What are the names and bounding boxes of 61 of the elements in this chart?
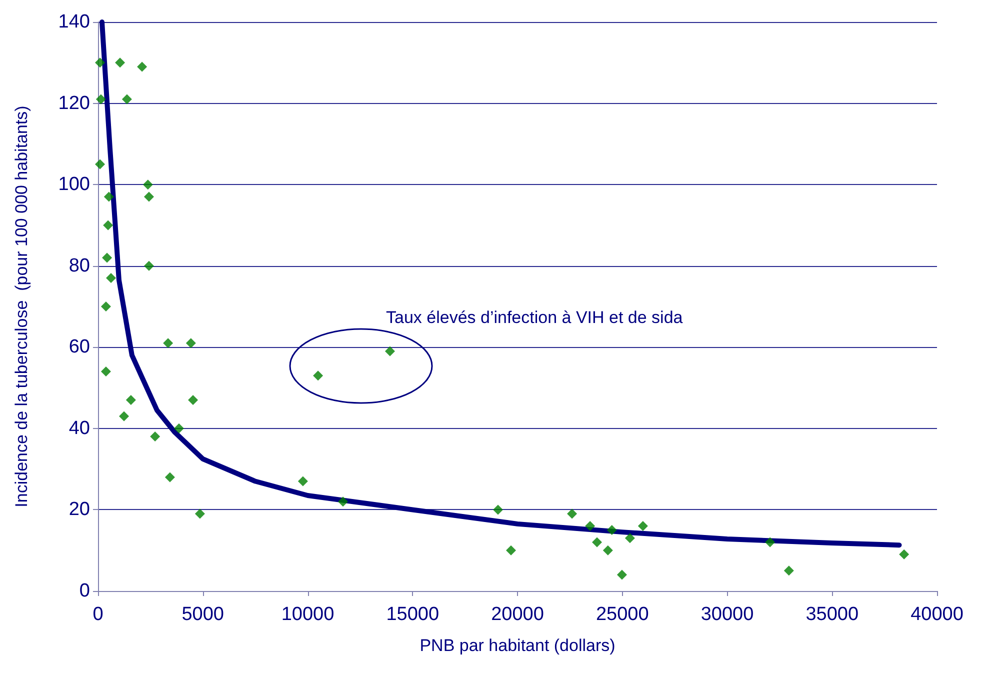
- point: [163, 338, 174, 348]
- point: [492, 504, 503, 515]
- point: [606, 525, 617, 536]
- point: [115, 58, 126, 68]
- x-tick-label: 0: [92, 604, 104, 625]
- point: [94, 159, 105, 170]
- y-axis-title: Incidence de la tuberculose (pour 100 000 habitants): [12, 106, 31, 508]
- y-tick-label: 40: [68, 418, 90, 439]
- point: [384, 346, 395, 356]
- point: [194, 508, 205, 519]
- y-tick-label: 120: [58, 92, 90, 114]
- point: [899, 549, 910, 560]
- x-tick-label: 30000: [700, 604, 754, 625]
- point: [585, 520, 596, 531]
- x-tick-label: 35000: [806, 604, 859, 625]
- y-tick-label: 100: [58, 174, 90, 196]
- point: [338, 496, 348, 507]
- point: [96, 94, 106, 104]
- point: [592, 537, 602, 548]
- y-tick-label: 60: [68, 336, 90, 358]
- point: [602, 545, 613, 556]
- point: [106, 273, 116, 284]
- x-tick-label: 25000: [596, 604, 649, 625]
- point: [100, 302, 111, 312]
- point: [313, 370, 324, 381]
- x-tick-label: 20000: [491, 604, 544, 625]
- point: [102, 252, 112, 263]
- point: [186, 338, 196, 348]
- point: [298, 476, 308, 486]
- point: [174, 423, 184, 434]
- x-tick-label: 40000: [910, 604, 964, 625]
- point: [567, 508, 578, 519]
- point: [100, 366, 111, 377]
- y-tick-label: 0: [79, 580, 90, 602]
- point: [144, 260, 154, 271]
- point: [164, 472, 175, 482]
- point: [150, 432, 160, 442]
- point: [142, 180, 153, 190]
- point: [122, 94, 132, 104]
- point: [137, 62, 148, 72]
- point: [638, 520, 648, 531]
- x-tick-label: 15000: [386, 604, 440, 625]
- y-tick-label: 140: [58, 12, 90, 32]
- x-axis-title: PNB par habitant (dollars): [420, 636, 616, 655]
- point: [94, 58, 105, 68]
- point: [624, 533, 635, 544]
- point: [188, 394, 198, 405]
- point: [126, 394, 136, 405]
- y-tick-label: 20: [68, 499, 90, 520]
- y-tick-label: 80: [68, 255, 90, 276]
- annotation: Taux élevés d’infection à VIH et de sida: [386, 308, 684, 327]
- point: [506, 545, 516, 556]
- point: [784, 566, 794, 576]
- point: [119, 411, 130, 422]
- point: [765, 537, 776, 548]
- point: [616, 570, 627, 580]
- point: [103, 220, 114, 230]
- x-tick-label: 10000: [281, 604, 334, 625]
- point: [144, 192, 154, 202]
- point: [104, 192, 114, 202]
- x-tick-label: 5000: [182, 604, 224, 625]
